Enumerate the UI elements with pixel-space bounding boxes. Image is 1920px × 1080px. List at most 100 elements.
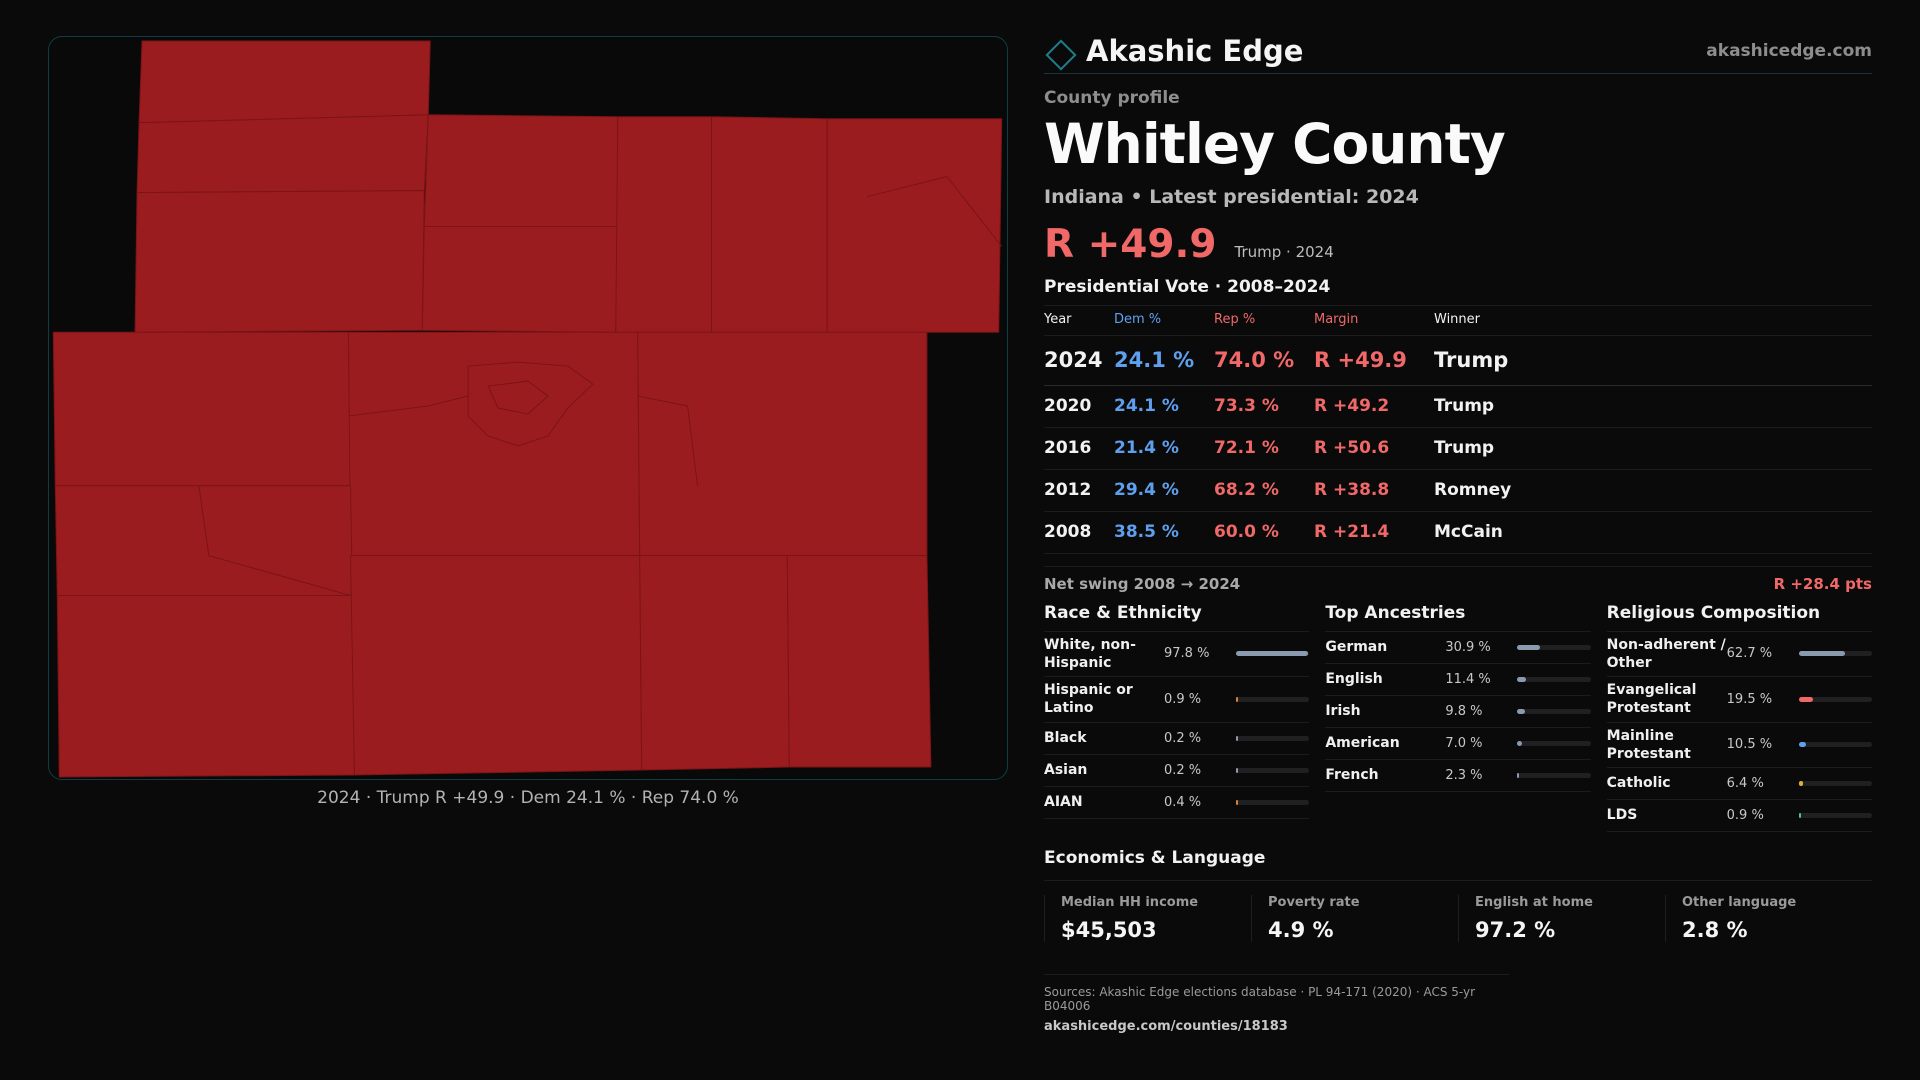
ancestry-bar-track <box>1517 740 1591 746</box>
precinct-shape <box>347 331 641 557</box>
religion-bar-fill <box>1798 696 1813 702</box>
religion-bar-track <box>1798 742 1872 748</box>
sources-line: Sources: Akashic Edge elections database… <box>1044 984 1476 1013</box>
race-label: Asian <box>1044 761 1088 778</box>
precinct-shape <box>54 485 353 596</box>
vote-margin: R +49.9 <box>1314 335 1434 386</box>
brand[interactable]: Akashic Edge <box>1044 34 1303 71</box>
vote-year: 2016 <box>1044 427 1114 470</box>
col-winner-header: Winner <box>1434 304 1872 336</box>
town-boundary <box>866 176 1003 247</box>
religion-bar-fill <box>1798 651 1845 657</box>
religion-bar-track <box>1798 696 1872 702</box>
vote-year: 2024 <box>1044 335 1114 386</box>
ancestry-bar-fill <box>1517 708 1525 714</box>
race-label: AIAN <box>1044 793 1083 810</box>
race-bar-track <box>1236 651 1310 657</box>
econ-card: Other language 2.8 % <box>1665 894 1872 942</box>
precinct-shape <box>138 40 431 124</box>
vote-row: 2020 24.1 % 73.3 % R +49.2 Trump <box>1044 385 1872 428</box>
race-label: Black <box>1044 729 1087 746</box>
town-boundary <box>467 361 594 447</box>
religion-row: Mainline Protestant 10.5 % <box>1606 723 1872 768</box>
vote-row: 2024 24.1 % 74.0 % R +49.9 Trump <box>1044 335 1872 386</box>
religion-value: 6.4 % <box>1726 775 1764 791</box>
religion-bar-fill <box>1798 812 1801 818</box>
religion-value: 10.5 % <box>1726 737 1773 753</box>
vote-section-title: Presidential Vote · 2008–2024 <box>1044 276 1331 297</box>
vote-margin: R +38.8 <box>1314 469 1434 512</box>
religion-value: 62.7 % <box>1726 646 1773 662</box>
ancestry-value: 7.0 % <box>1445 735 1483 751</box>
precinct-shape <box>56 594 355 778</box>
precinct-shape <box>52 331 351 487</box>
precinct-shape <box>711 116 828 333</box>
religion-label: Mainline Protestant <box>1606 727 1691 762</box>
precinct-shape <box>423 114 619 227</box>
ancestry-bar-track <box>1517 708 1591 714</box>
vote-dem: 38.5 % <box>1114 511 1214 554</box>
econ-value: $45,503 <box>1061 917 1157 942</box>
headline-margin: R +49.9 <box>1044 221 1217 267</box>
religion-label: Non-adherent / Other <box>1606 636 1726 671</box>
race-value: 97.8 % <box>1164 646 1210 662</box>
demographics: Race & Ethnicity White, non-Hispanic 97.8… <box>1044 603 1872 832</box>
vote-margin: R +50.6 <box>1314 427 1434 470</box>
sources-url-link[interactable]: akashicedge.com/counties/18183 <box>1044 1018 1288 1034</box>
econ-card: English at home 97.2 % <box>1458 894 1665 942</box>
ancestry-section: Top Ancestries German 30.9 % English 11.4 %… <box>1325 603 1591 832</box>
vote-year: 2008 <box>1044 511 1114 554</box>
precinct-shape <box>826 118 1003 333</box>
net-swing-label: Net swing 2008 → 2024 <box>1044 574 1241 593</box>
econ-value: 97.2 % <box>1475 917 1556 942</box>
race-label: Hispanic or Latino <box>1044 682 1133 717</box>
economics-grid: Median HH income $45,503 Poverty rate 4.… <box>1044 894 1872 942</box>
precinct-shape <box>786 555 932 768</box>
religion-bar-track <box>1798 651 1872 657</box>
col-year-header: Year <box>1044 304 1114 336</box>
col-dem-header: Dem % <box>1114 304 1214 336</box>
brand-url-link[interactable]: akashicedge.com <box>1706 40 1872 61</box>
ancestry-row: Irish 9.8 % <box>1325 696 1591 728</box>
race-row: White, non-Hispanic 97.8 % <box>1044 632 1310 678</box>
ancestry-bar-fill <box>1517 676 1526 682</box>
vote-winner: McCain <box>1434 511 1872 554</box>
town-boundary <box>348 395 469 417</box>
race-row: AIAN 0.4 % <box>1044 787 1310 819</box>
net-swing-value: R +28.4 pts <box>1773 574 1872 593</box>
vote-margin: R +21.4 <box>1314 511 1434 554</box>
vote-year: 2020 <box>1044 385 1114 428</box>
town-boundary <box>487 380 549 415</box>
religion-row: Non-adherent / Other 62.7 % <box>1606 632 1872 678</box>
ancestry-value: 2.3 % <box>1445 767 1483 783</box>
col-margin-header: Margin <box>1314 304 1434 336</box>
econ-label: Median HH income <box>1061 894 1199 910</box>
race-row: Black 0.2 % <box>1044 723 1310 755</box>
religion-bar-fill <box>1798 780 1804 786</box>
vote-dem: 24.1 % <box>1114 385 1214 428</box>
net-swing: Net swing 2008 → 2024 R +28.4 pts <box>1044 565 1872 593</box>
race-bar-track <box>1236 799 1310 805</box>
vote-winner: Trump <box>1434 335 1872 386</box>
ancestry-value: 11.4 % <box>1445 671 1491 687</box>
vote-rep: 72.1 % <box>1214 427 1314 470</box>
religion-bar-track <box>1798 812 1872 818</box>
race-bar-fill <box>1236 735 1238 741</box>
map-caption: 2024 · Trump R +49.9 · Dem 24.1 % · Rep … <box>317 788 739 808</box>
county-title: Whitley County <box>1044 112 1506 176</box>
race-ethnicity-section: Race & Ethnicity White, non-Hispanic 97.8… <box>1044 603 1310 832</box>
economics-section-title: Economics & Language <box>1044 848 1872 881</box>
econ-value: 4.9 % <box>1268 917 1334 942</box>
county-map[interactable] <box>48 36 1008 780</box>
vote-winner: Romney <box>1434 469 1872 512</box>
precinct-shape <box>421 225 619 333</box>
ancestry-bar-fill <box>1517 644 1540 650</box>
ancestry-row: American 7.0 % <box>1325 728 1591 760</box>
precinct-shape <box>615 116 713 333</box>
vote-table: Year Dem % Rep % Margin Winner 2024 24.1… <box>1044 304 1872 554</box>
vote-dem: 21.4 % <box>1114 427 1214 470</box>
religion-label: LDS <box>1606 807 1638 824</box>
ancestry-bar-fill <box>1517 772 1520 778</box>
religion-row: LDS 0.9 % <box>1606 800 1872 832</box>
econ-label: Poverty rate <box>1268 894 1360 910</box>
